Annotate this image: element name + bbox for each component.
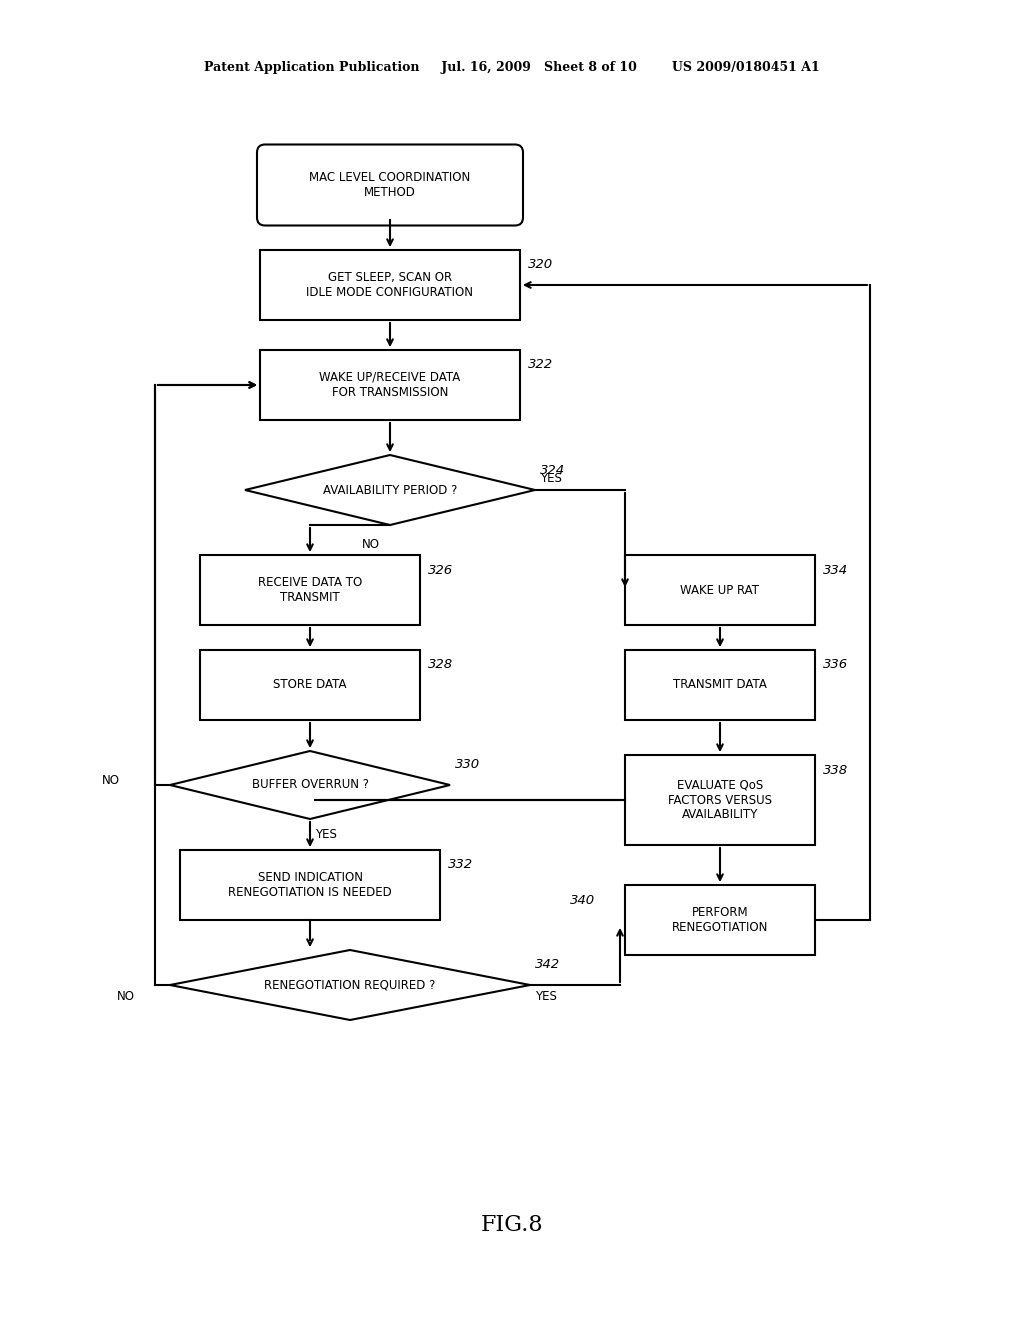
Bar	[260, 350, 520, 420]
Text: RENEGOTIATION REQUIRED ?: RENEGOTIATION REQUIRED ?	[264, 978, 435, 991]
Text: GET SLEEP, SCAN OR
IDLE MODE CONFIGURATION: GET SLEEP, SCAN OR IDLE MODE CONFIGURATI…	[306, 271, 473, 300]
Text: 320: 320	[528, 259, 553, 272]
Text: NO: NO	[117, 990, 135, 1003]
Text: WAKE UP/RECEIVE DATA
FOR TRANSMISSION: WAKE UP/RECEIVE DATA FOR TRANSMISSION	[319, 371, 461, 399]
FancyBboxPatch shape	[257, 144, 523, 226]
Polygon shape	[245, 455, 535, 525]
Text: YES: YES	[535, 990, 557, 1003]
Text: 342: 342	[535, 958, 560, 972]
Text: 332: 332	[449, 858, 473, 871]
Bar	[625, 649, 815, 719]
Text: RECEIVE DATA TO
TRANSMIT: RECEIVE DATA TO TRANSMIT	[258, 576, 362, 605]
Text: 338: 338	[823, 763, 848, 776]
Bar	[200, 554, 420, 624]
Text: FIG.8: FIG.8	[480, 1214, 544, 1236]
Text: 340: 340	[570, 894, 595, 907]
Bar	[625, 554, 815, 624]
Text: 322: 322	[528, 359, 553, 371]
Bar	[180, 850, 440, 920]
Text: BUFFER OVERRUN ?: BUFFER OVERRUN ?	[252, 779, 369, 792]
Text: 328: 328	[428, 659, 454, 672]
Text: 334: 334	[823, 564, 848, 577]
Polygon shape	[170, 751, 450, 818]
Text: 324: 324	[540, 463, 565, 477]
Bar	[625, 755, 815, 845]
Text: SEND INDICATION
RENEGOTIATION IS NEEDED: SEND INDICATION RENEGOTIATION IS NEEDED	[228, 871, 392, 899]
Text: EVALUATE QoS
FACTORS VERSUS
AVAILABILITY: EVALUATE QoS FACTORS VERSUS AVAILABILITY	[668, 779, 772, 821]
Text: YES: YES	[315, 829, 337, 842]
Text: MAC LEVEL COORDINATION
METHOD: MAC LEVEL COORDINATION METHOD	[309, 172, 471, 199]
Bar	[625, 884, 815, 954]
Text: 336: 336	[823, 659, 848, 672]
Text: Patent Application Publication     Jul. 16, 2009   Sheet 8 of 10        US 2009/: Patent Application Publication Jul. 16, …	[204, 62, 820, 74]
Text: WAKE UP RAT: WAKE UP RAT	[681, 583, 760, 597]
Text: PERFORM
RENEGOTIATION: PERFORM RENEGOTIATION	[672, 906, 768, 935]
Text: AVAILABILITY PERIOD ?: AVAILABILITY PERIOD ?	[323, 483, 457, 496]
Text: 330: 330	[455, 759, 480, 771]
Text: NO: NO	[102, 774, 120, 787]
Text: YES: YES	[540, 471, 562, 484]
Text: 326: 326	[428, 564, 454, 577]
Bar	[260, 249, 520, 319]
Polygon shape	[170, 950, 530, 1020]
Text: TRANSMIT DATA: TRANSMIT DATA	[673, 678, 767, 692]
Bar	[200, 649, 420, 719]
Text: NO: NO	[362, 539, 380, 552]
Text: STORE DATA: STORE DATA	[273, 678, 347, 692]
